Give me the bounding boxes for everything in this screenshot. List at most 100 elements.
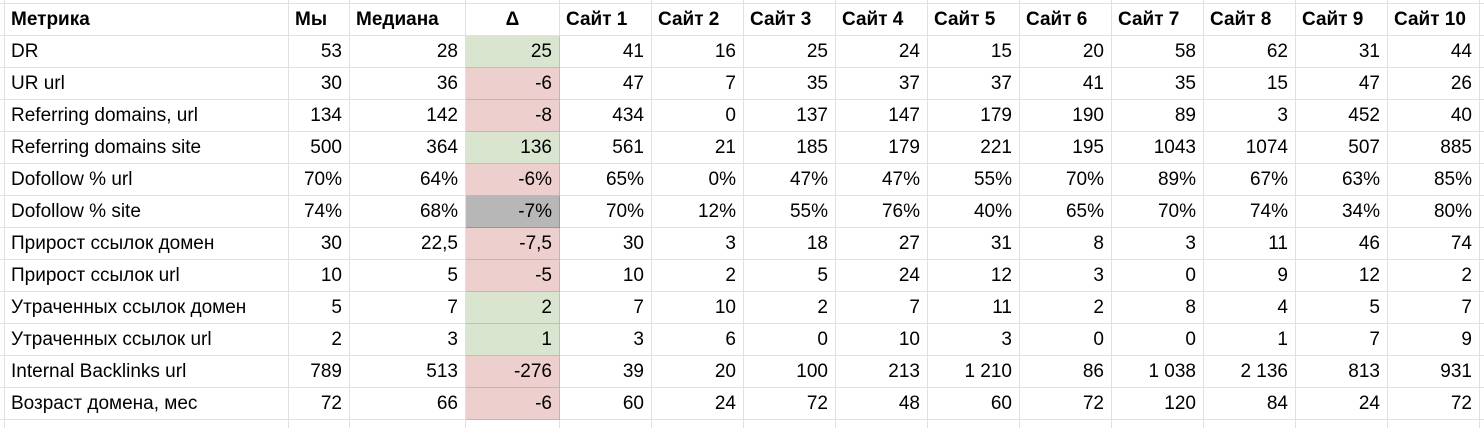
cell-site-6[interactable]: 0 [1020,324,1112,356]
cell-site-1[interactable]: 39 [560,356,652,388]
cell-site-7[interactable]: 58 [1112,36,1204,68]
header-cell-site-3[interactable]: Сайт 3 [744,4,836,36]
cell-site-2[interactable]: 6 [652,324,744,356]
cell-metric[interactable]: Dofollow % site [5,196,289,228]
cell-site-10[interactable]: 40 [1388,100,1480,132]
cell-site-10[interactable]: 72 [1388,388,1480,420]
cell-site-6[interactable]: 41 [1020,68,1112,100]
cell-site-2[interactable]: 3 [652,228,744,260]
cell-site-10[interactable]: 80% [1388,196,1480,228]
cell-site-7[interactable]: 3 [1112,228,1204,260]
cell-site-3[interactable]: 18 [744,228,836,260]
cell-site-6[interactable]: 190 [1020,100,1112,132]
cell-median[interactable]: 28 [350,36,466,68]
cell-site-7[interactable]: 89% [1112,164,1204,196]
cell-site-7[interactable]: 1 038 [1112,356,1204,388]
cell-site-9[interactable]: 452 [1296,100,1388,132]
cell-site-8[interactable]: 9 [1204,260,1296,292]
header-cell-site-1[interactable]: Сайт 1 [560,4,652,36]
header-cell-delta[interactable]: Δ [466,4,560,36]
header-cell-median[interactable]: Медиана [350,4,466,36]
cell-site-6[interactable]: 72 [1020,388,1112,420]
cell-site-2[interactable]: 16 [652,36,744,68]
cell-metric[interactable]: DR [5,36,289,68]
cell-site-3[interactable]: 100 [744,356,836,388]
cell-site-5[interactable]: 3 [928,324,1020,356]
cell-median[interactable]: 513 [350,356,466,388]
cell-site-3[interactable]: 137 [744,100,836,132]
cell-site-7[interactable]: 8 [1112,292,1204,324]
cell-site-9[interactable]: 24 [1296,388,1388,420]
cell-site-6[interactable]: 20 [1020,36,1112,68]
cell-site-4[interactable]: 24 [836,260,928,292]
cell-site-4[interactable]: 27 [836,228,928,260]
cell-site-6[interactable]: 86 [1020,356,1112,388]
cell-site-4[interactable]: 76% [836,196,928,228]
cell-delta[interactable]: -6% [466,164,560,196]
cell-we[interactable]: 2 [289,324,350,356]
cell-median[interactable]: 64% [350,164,466,196]
cell-site-3[interactable]: 0 [744,324,836,356]
cell-median[interactable]: 364 [350,132,466,164]
cell-site-6[interactable]: 2 [1020,292,1112,324]
cell-site-6[interactable]: 195 [1020,132,1112,164]
cell-site-8[interactable]: 84 [1204,388,1296,420]
cell-delta[interactable]: -6 [466,388,560,420]
cell-site-2[interactable]: 7 [652,68,744,100]
cell-site-5[interactable]: 40% [928,196,1020,228]
cell-site-9[interactable]: 63% [1296,164,1388,196]
cell-site-1[interactable]: 561 [560,132,652,164]
cell-site-1[interactable]: 60 [560,388,652,420]
cell-site-9[interactable]: 507 [1296,132,1388,164]
cell-site-2[interactable]: 12% [652,196,744,228]
cell-site-2[interactable]: 21 [652,132,744,164]
cell-site-2[interactable]: 10 [652,292,744,324]
cell-delta[interactable]: 2 [466,292,560,324]
cell-site-5[interactable]: 60 [928,388,1020,420]
cell-site-3[interactable]: 185 [744,132,836,164]
cell-site-3[interactable]: 5 [744,260,836,292]
cell-median[interactable]: 68% [350,196,466,228]
cell-delta[interactable]: -7,5 [466,228,560,260]
cell-delta[interactable]: 136 [466,132,560,164]
cell-site-7[interactable]: 89 [1112,100,1204,132]
cell-we[interactable]: 74% [289,196,350,228]
cell-median[interactable]: 3 [350,324,466,356]
cell-metric[interactable]: Прирост ссылок домен [5,228,289,260]
cell-site-7[interactable]: 0 [1112,260,1204,292]
cell-metric[interactable]: Referring domains, url [5,100,289,132]
cell-site-7[interactable]: 35 [1112,68,1204,100]
header-cell-site-8[interactable]: Сайт 8 [1204,4,1296,36]
cell-we[interactable]: 10 [289,260,350,292]
cell-site-10[interactable]: 7 [1388,292,1480,324]
cell-delta[interactable]: -7% [466,196,560,228]
cell-site-2[interactable]: 20 [652,356,744,388]
cell-delta[interactable]: -276 [466,356,560,388]
cell-metric[interactable]: Internal Backlinks url [5,356,289,388]
cell-site-7[interactable]: 70% [1112,196,1204,228]
cell-site-4[interactable]: 47% [836,164,928,196]
cell-site-10[interactable]: 74 [1388,228,1480,260]
cell-site-3[interactable]: 72 [744,388,836,420]
cell-we[interactable]: 72 [289,388,350,420]
cell-site-5[interactable]: 31 [928,228,1020,260]
cell-we[interactable]: 500 [289,132,350,164]
header-cell-metric[interactable]: Метрика [5,4,289,36]
cell-site-9[interactable]: 34% [1296,196,1388,228]
cell-site-10[interactable]: 9 [1388,324,1480,356]
cell-delta[interactable]: 1 [466,324,560,356]
cell-site-2[interactable]: 24 [652,388,744,420]
cell-site-10[interactable]: 885 [1388,132,1480,164]
cell-site-1[interactable]: 7 [560,292,652,324]
cell-site-8[interactable]: 2 136 [1204,356,1296,388]
cell-site-2[interactable]: 2 [652,260,744,292]
cell-site-1[interactable]: 70% [560,196,652,228]
cell-site-4[interactable]: 48 [836,388,928,420]
cell-delta[interactable]: -5 [466,260,560,292]
header-cell-site-5[interactable]: Сайт 5 [928,4,1020,36]
cell-site-5[interactable]: 179 [928,100,1020,132]
cell-site-10[interactable]: 85% [1388,164,1480,196]
cell-metric[interactable]: Утраченных ссылок домен [5,292,289,324]
cell-site-10[interactable]: 931 [1388,356,1480,388]
cell-site-10[interactable]: 2 [1388,260,1480,292]
